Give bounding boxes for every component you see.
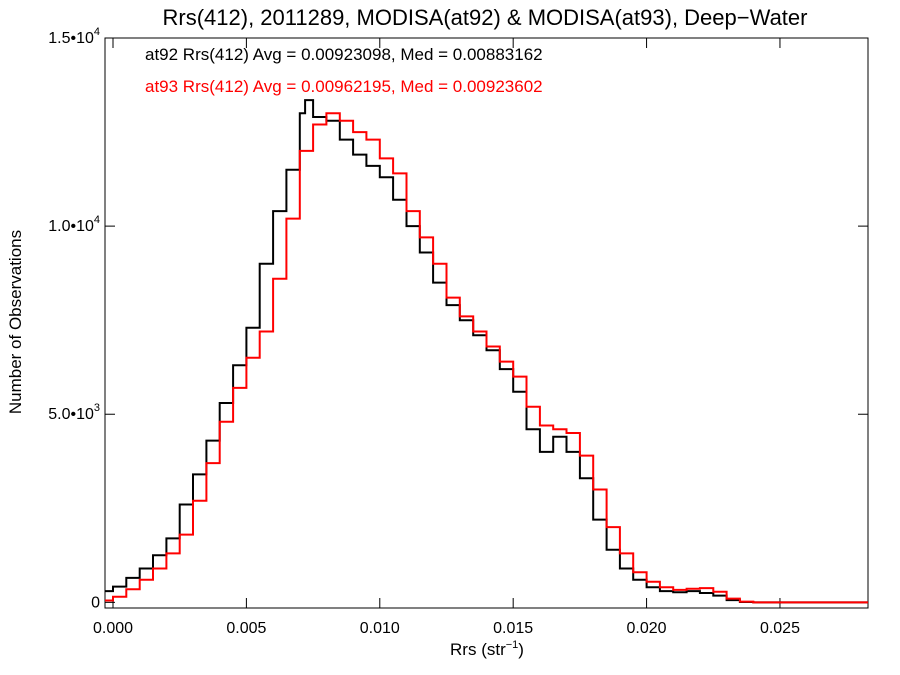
series-line-1: [105, 112, 868, 604]
y-tick-mantissa: 5.0•10: [48, 406, 94, 423]
plot-frame: [104, 37, 869, 609]
y-tick-mantissa: 1.5•10: [48, 30, 94, 47]
y-tick-label: 5.0•103: [48, 402, 100, 423]
x-tick-label: 0.000: [93, 620, 133, 637]
x-tick-label: 0.005: [226, 620, 266, 637]
x-tick-label: 0.025: [760, 620, 800, 637]
y-tick-exponent: 4: [94, 214, 100, 226]
x-axis-label-superscript: −1: [506, 639, 519, 651]
series-line-0: [105, 99, 868, 604]
y-tick-mantissa: 0: [91, 594, 100, 611]
y-axis-label: Number of Observations: [6, 230, 25, 414]
x-tick-label: 0.020: [627, 620, 667, 637]
x-axis-ticks: 0.000 0.005 0.010 0.015 0.020 0.025: [93, 38, 800, 637]
x-axis-label-base: Rrs (str: [450, 640, 506, 659]
y-tick-mantissa: 1.0•10: [48, 218, 94, 235]
annotation-at93: at93 Rrs(412) Avg = 0.00962195, Med = 0.…: [145, 77, 543, 96]
y-tick-exponent: 4: [94, 26, 100, 38]
y-tick-label: 1.5•104: [48, 26, 100, 47]
y-tick-label: 1.0•104: [48, 214, 100, 235]
x-tick-label: 0.015: [493, 620, 533, 637]
x-tick-label: 0.010: [360, 620, 400, 637]
series-layer: [105, 99, 868, 604]
annotation-at92: at92 Rrs(412) Avg = 0.00923098, Med = 0.…: [145, 45, 543, 64]
y-tick-label: 0: [91, 594, 100, 611]
chart-title: Rrs(412), 2011289, MODISA(at92) & MODISA…: [163, 5, 808, 30]
y-tick-exponent: 3: [94, 402, 100, 414]
x-axis-label-close: ): [518, 640, 524, 659]
x-axis-label: Rrs (str−1): [450, 639, 524, 659]
plot-area: 0.000 0.005 0.010 0.015 0.020 0.025 0 5.0•103 1…: [48, 26, 869, 637]
